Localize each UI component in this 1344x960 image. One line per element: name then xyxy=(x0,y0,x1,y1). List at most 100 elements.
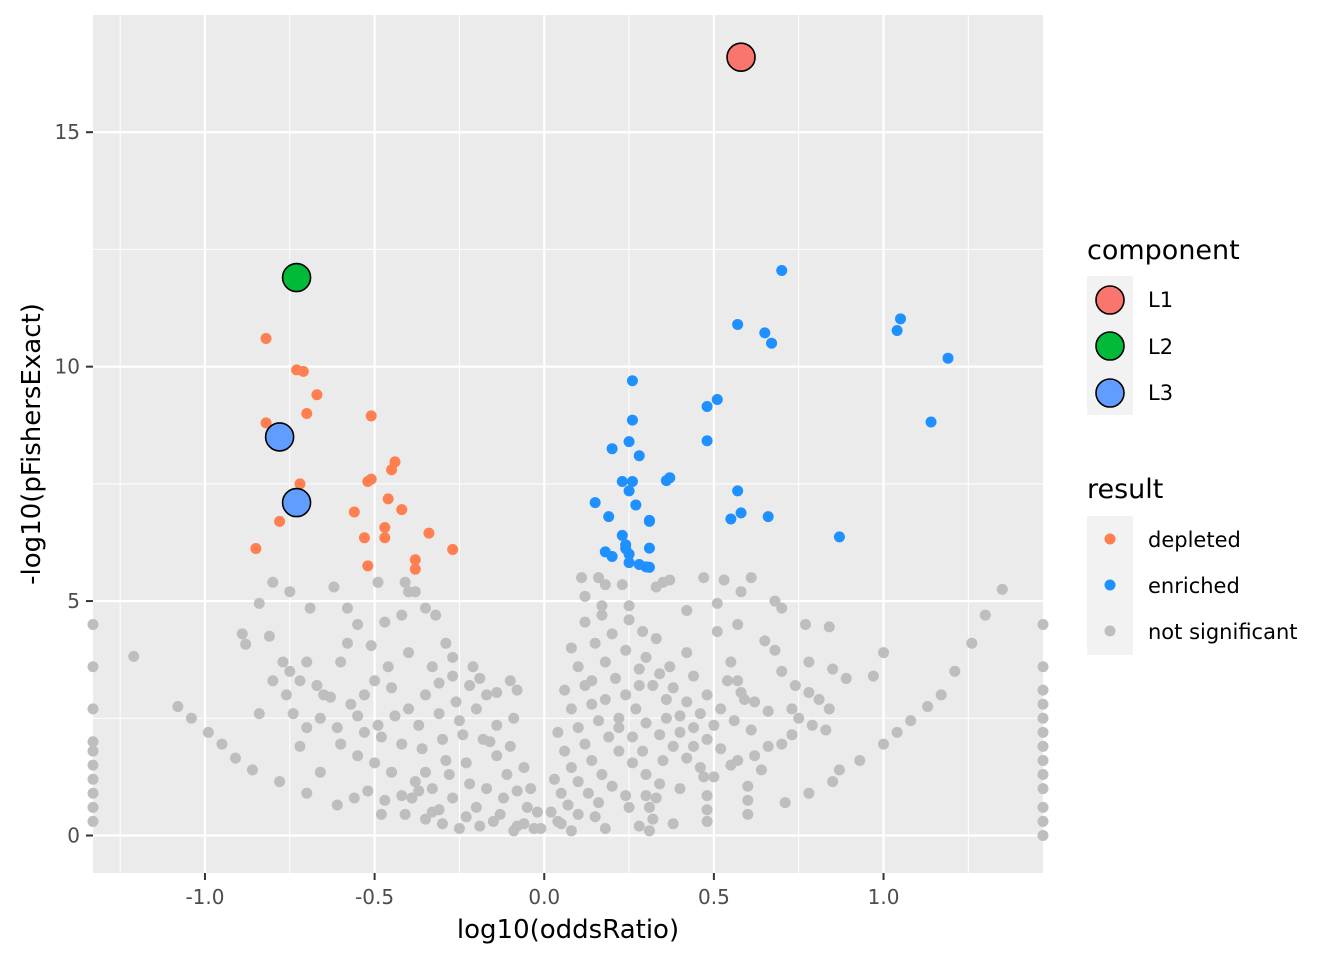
depleted-point xyxy=(274,515,286,527)
not-significant-point xyxy=(667,740,679,752)
not-significant-point xyxy=(372,719,384,731)
not-significant-point xyxy=(1037,740,1049,752)
not-significant-point xyxy=(667,818,679,830)
x-tick-label: 0.5 xyxy=(698,885,730,909)
not-significant-point xyxy=(498,792,510,804)
not-significant-point xyxy=(640,717,652,729)
not-significant-point xyxy=(246,764,258,776)
enriched-point xyxy=(643,542,655,554)
depleted-point xyxy=(260,333,272,345)
x-axis-title: log10(oddsRatio) xyxy=(457,915,679,945)
not-significant-point xyxy=(487,815,499,827)
not-significant-point xyxy=(827,663,839,675)
not-significant-point xyxy=(762,705,774,717)
not-significant-point xyxy=(593,715,605,727)
depleted-point xyxy=(365,473,377,485)
not-significant-point xyxy=(87,619,99,631)
not-significant-point xyxy=(793,712,805,724)
not-significant-point xyxy=(562,799,574,811)
not-significant-point xyxy=(708,771,720,783)
enriched-point xyxy=(623,485,635,497)
not-significant-point xyxy=(369,675,381,687)
not-significant-point xyxy=(786,729,798,741)
not-significant-point xyxy=(508,825,520,837)
not-significant-point xyxy=(742,808,754,820)
not-significant-point xyxy=(87,736,99,748)
not-significant-point xyxy=(688,740,700,752)
not-significant-point xyxy=(579,738,591,750)
not-significant-point xyxy=(620,689,632,701)
not-significant-point xyxy=(708,719,720,731)
not-significant-point xyxy=(430,609,442,621)
component-l3-marker xyxy=(264,422,295,452)
not-significant-point xyxy=(491,719,503,731)
enriched-point xyxy=(589,497,601,509)
not-significant-point xyxy=(606,780,618,792)
not-significant-point xyxy=(742,794,754,806)
not-significant-point xyxy=(613,745,625,757)
depleted-point xyxy=(250,543,262,555)
not-significant-point xyxy=(779,797,791,809)
depleted-point xyxy=(365,410,377,422)
not-significant-point xyxy=(172,701,184,713)
not-significant-point xyxy=(1037,783,1049,795)
not-significant-point xyxy=(633,820,645,832)
not-significant-point xyxy=(440,754,452,766)
not-significant-point xyxy=(491,686,503,698)
y-tick-label: 0 xyxy=(67,823,80,847)
not-significant-point xyxy=(396,790,408,802)
not-significant-point xyxy=(572,661,584,673)
not-significant-point xyxy=(396,738,408,750)
not-significant-point xyxy=(593,797,605,809)
depleted-point xyxy=(358,532,370,544)
not-significant-point xyxy=(589,811,601,823)
not-significant-point xyxy=(548,773,560,785)
not-significant-point xyxy=(426,783,438,795)
not-significant-point xyxy=(701,733,713,745)
not-significant-point xyxy=(647,813,659,825)
not-significant-point xyxy=(1037,661,1049,673)
not-significant-point xyxy=(806,719,818,731)
not-significant-point xyxy=(433,677,445,689)
enriched-point xyxy=(732,485,744,497)
not-significant-point xyxy=(742,780,754,792)
not-significant-point xyxy=(1037,815,1049,827)
depleted-point xyxy=(294,478,306,490)
not-significant-point xyxy=(382,661,394,673)
enriched-point xyxy=(660,475,672,487)
not-significant-point xyxy=(352,619,364,631)
legend-component: component L1 L2 L3 xyxy=(1087,235,1240,415)
not-significant-point xyxy=(294,740,306,752)
not-significant-point xyxy=(681,696,693,708)
not-significant-point xyxy=(593,572,605,584)
not-significant-point xyxy=(681,752,693,764)
not-significant-point xyxy=(87,815,99,827)
legend-key-depleted xyxy=(1104,533,1116,545)
not-significant-point xyxy=(348,792,360,804)
not-significant-point xyxy=(328,581,340,593)
not-significant-point xyxy=(996,583,1008,595)
enriched-point xyxy=(623,557,635,569)
not-significant-point xyxy=(565,762,577,774)
not-significant-point xyxy=(450,696,462,708)
not-significant-point xyxy=(1037,754,1049,766)
not-significant-point xyxy=(623,801,635,813)
y-tick-label: 10 xyxy=(55,355,80,379)
x-tick-label: 0.0 xyxy=(528,885,560,909)
not-significant-point xyxy=(599,579,611,591)
not-significant-point xyxy=(681,604,693,616)
not-significant-point xyxy=(453,715,465,727)
not-significant-point xyxy=(375,808,387,820)
not-significant-point xyxy=(599,694,611,706)
not-significant-point xyxy=(603,731,615,743)
not-significant-point xyxy=(640,651,652,663)
enriched-point xyxy=(833,531,845,543)
x-tick-label: -0.5 xyxy=(355,885,394,909)
not-significant-point xyxy=(576,572,588,584)
not-significant-point xyxy=(436,818,448,830)
not-significant-point xyxy=(725,656,737,668)
not-significant-point xyxy=(447,792,459,804)
not-significant-point xyxy=(630,703,642,715)
not-significant-point xyxy=(1037,726,1049,738)
